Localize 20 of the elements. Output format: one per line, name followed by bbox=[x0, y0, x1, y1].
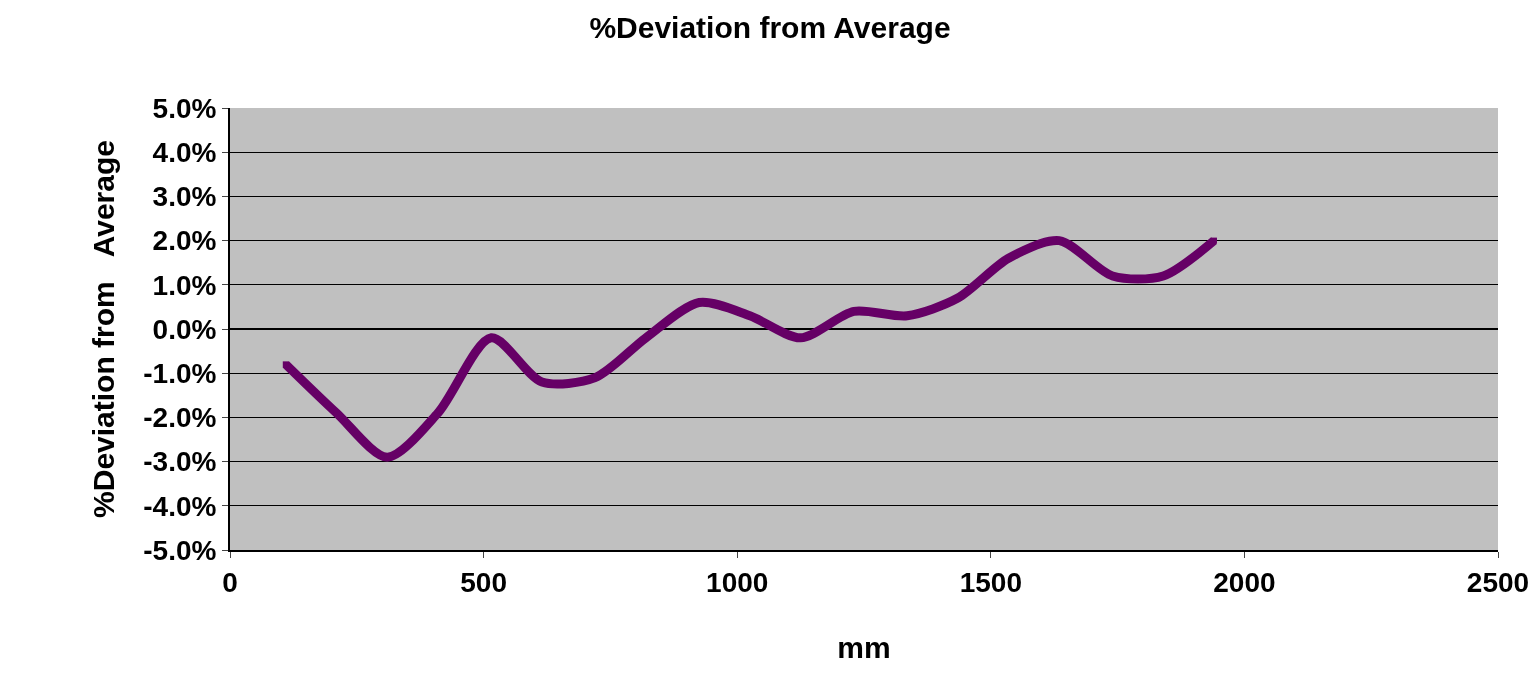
y-tick-label: 2.0% bbox=[152, 225, 217, 257]
y-tick-label: 1.0% bbox=[152, 269, 217, 301]
x-axis-title: mm bbox=[837, 630, 891, 664]
y-tick-label: 3.0% bbox=[152, 181, 217, 213]
y-tick-label: 5.0% bbox=[152, 92, 217, 124]
y-tick-label: -1.0% bbox=[143, 358, 217, 389]
x-tick-label: 1500 bbox=[959, 566, 1022, 598]
y-tick-label: -2.0% bbox=[143, 402, 217, 434]
x-tick-label: 1000 bbox=[706, 566, 769, 598]
y-tick-label: -3.0% bbox=[143, 446, 217, 478]
y-tick-label: -5.0% bbox=[143, 534, 217, 566]
y-tick-label: 4.0% bbox=[152, 137, 217, 168]
chart-title: %Deviation from Average bbox=[589, 11, 951, 45]
y-tick-label: 0.0% bbox=[152, 313, 217, 345]
y-tick-label: -4.0% bbox=[143, 490, 217, 522]
x-tick-label: 500 bbox=[460, 566, 507, 598]
x-tick-label: 2500 bbox=[1466, 566, 1530, 598]
y-axis-title: %Deviation from Average bbox=[86, 140, 120, 518]
x-tick-label: 2000 bbox=[1213, 566, 1276, 598]
x-tick-label: 0 bbox=[222, 566, 238, 598]
